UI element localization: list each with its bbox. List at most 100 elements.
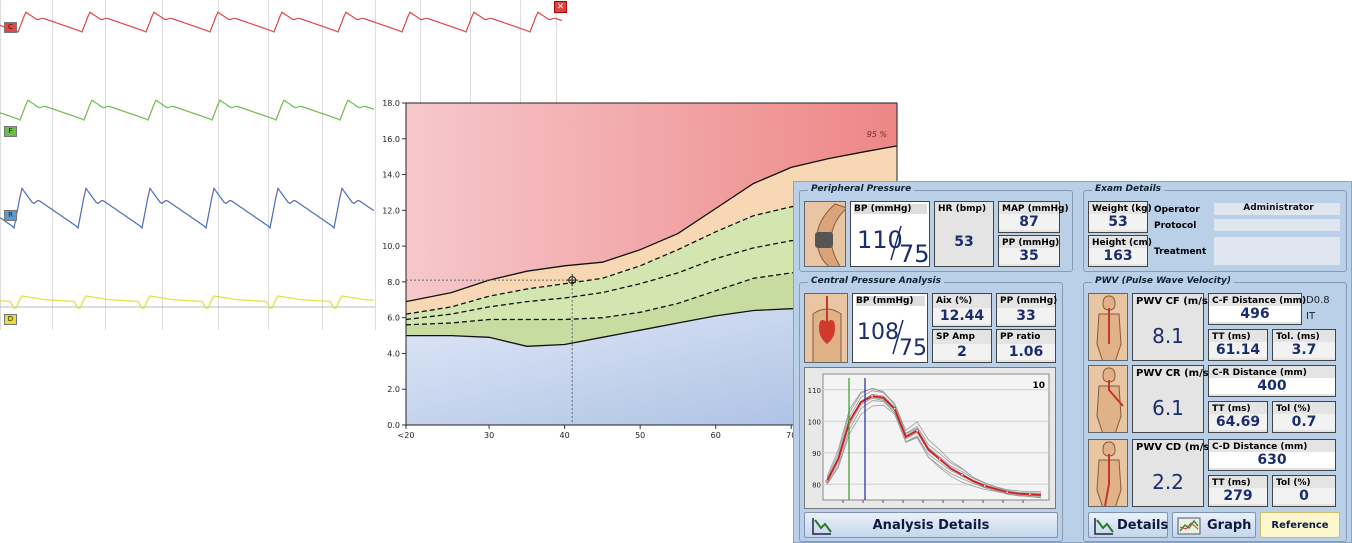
cr-tol-label: Tol (%): [1276, 404, 1311, 414]
central-waveform-svg: 110 100 90 80 10: [808, 373, 1050, 503]
details-chart-icon: [1094, 518, 1114, 535]
mini-mean-point: [1005, 490, 1009, 494]
cr-tt-value: 64.69: [1209, 414, 1267, 430]
analysis-panel: Peripheral Pressure BP (mmHg) 110 75 HR …: [793, 181, 1352, 543]
cf-distance-box: C-F Distance (mm) 496: [1208, 293, 1306, 325]
aix-label: Aix (%): [936, 296, 973, 306]
percentile-annotation: 95 %: [867, 130, 887, 139]
cr-tol-box: Tol (%) 0.7: [1272, 401, 1336, 433]
analysis-details-button[interactable]: Analysis Details: [804, 512, 1058, 538]
pwv-cf-label: PWV CF (m/s): [1136, 296, 1213, 307]
x-tick-label: 70: [786, 431, 796, 440]
zone-low: [406, 308, 897, 425]
pp-ratio-value: 1.06: [997, 344, 1055, 360]
cf-side-d-label: D0.8: [1306, 295, 1330, 306]
zone-lower-normal: [406, 264, 897, 347]
mini-mean-point: [983, 484, 987, 488]
cd-distance-label: C-D Distance (mm): [1212, 442, 1308, 452]
exam-details-group: Exam Details Weight (kg) 53 Height (cm) …: [1083, 184, 1347, 272]
height-label: Height (cm): [1092, 238, 1152, 248]
close-icon[interactable]: ✕: [554, 1, 567, 13]
pwv-group: PWV (Pulse Wave Velocity) PWV CF (m/s) 8…: [1083, 276, 1347, 542]
band-upper-line: [405, 145, 898, 303]
zone-normal: [406, 196, 897, 325]
pwv-cr-label: PWV CR (m/s): [1136, 368, 1214, 379]
y-tick-label: 18.0: [382, 99, 400, 108]
cr-distance-box: C-R Distance (mm) 400: [1208, 365, 1336, 397]
protocol-value: [1214, 219, 1340, 231]
peripheral-bp-systolic: 110: [857, 226, 903, 254]
aix-box: Aix (%) 12.44: [932, 293, 992, 327]
treatment-value: [1214, 237, 1340, 265]
cf-distance-label: C-F Distance (mm): [1212, 296, 1307, 306]
map-value: 87: [999, 214, 1059, 230]
cd-tol-box: Tol (%) 0: [1272, 475, 1336, 507]
central-pressure-group: Central Pressure Analysis BP (mmHg) 108 …: [799, 276, 1063, 542]
body-figure-cf: [1088, 293, 1128, 361]
waveform-f: [0, 99, 375, 121]
y-tick-label: 8.0: [387, 278, 400, 287]
peripheral-pp-label: PP (mmHg): [1002, 238, 1060, 248]
mini-mean-point: [893, 407, 897, 411]
mini-mean-point: [825, 479, 829, 483]
hr-box: HR (bmp) 53: [934, 201, 994, 267]
body-figure-cr: [1088, 365, 1128, 433]
graph-button[interactable]: Graph: [1172, 512, 1256, 538]
treatment-label: Treatment: [1154, 247, 1207, 257]
mini-mean-point: [870, 394, 874, 398]
mini-mean-point: [938, 457, 942, 461]
operator-value: Administrator: [1214, 203, 1340, 215]
torso-heart-figure: [804, 293, 848, 363]
cf-tol-value: 3.7: [1273, 342, 1335, 358]
cf-tol-box: Tol. (ms) 3.7: [1272, 329, 1336, 361]
height-value: 163: [1089, 248, 1147, 264]
cf-tol-label: Tol. (ms): [1276, 332, 1320, 342]
central-pressure-title: Central Pressure Analysis: [808, 276, 945, 286]
pwv-cd-value: 2.2: [1152, 470, 1184, 494]
mini-count-label: 10: [1032, 381, 1045, 391]
height-box: Height (cm) 163: [1088, 235, 1152, 267]
peripheral-bp-label: BP (mmHg): [854, 204, 927, 214]
cd-distance-value: 630: [1209, 452, 1335, 468]
pwv-reference-chart: 0.0 2.0 4.0 6.0 8.0 10.0 12.0 14.0 16.0 18.0 <20 30…: [380, 95, 900, 443]
cf-tt-value: 61.14: [1209, 342, 1267, 358]
peripheral-bp-diastolic: 75: [899, 240, 930, 268]
reference-button[interactable]: Reference: [1260, 512, 1340, 538]
protocol-label: Protocol: [1154, 221, 1197, 231]
channel-badge-d: D: [4, 314, 17, 325]
mini-trace-sample: [826, 387, 1042, 494]
map-box: MAP (mmHg) 87: [998, 201, 1069, 233]
body-figure-cd: [1088, 439, 1128, 507]
cd-tol-value: 0: [1273, 488, 1335, 504]
x-tick-label: 60: [711, 431, 721, 440]
x-tick-label: <20: [398, 431, 415, 440]
waveform-c: [0, 11, 563, 33]
cd-tt-value: 279: [1209, 488, 1267, 504]
cf-distance-value: 496: [1209, 306, 1301, 322]
mini-trace-sample: [826, 397, 1042, 497]
cr-distance-value: 400: [1209, 378, 1335, 394]
arm-cuff-figure: [804, 201, 846, 267]
pwv-cr-box: PWV CR (m/s) 6.1: [1132, 365, 1213, 433]
pwv-cf-box: PWV CF (m/s) 8.1: [1132, 293, 1212, 361]
waveform-r: [0, 186, 375, 230]
central-bp-systolic: 108: [857, 320, 899, 345]
weight-box: Weight (kg) 53: [1088, 201, 1152, 233]
peripheral-pp-box: PP (mmHg) 35: [998, 235, 1060, 267]
pwv-cd-box: PWV CD (m/s) 2.2: [1132, 439, 1214, 507]
cr-tol-value: 0.7: [1273, 414, 1335, 430]
channel-badge-c: C: [4, 22, 17, 33]
x-tick-label: 40: [560, 431, 570, 440]
y-tick-label: 12.0: [382, 206, 400, 215]
map-label: MAP (mmHg): [1002, 204, 1069, 214]
pp-ratio-label: PP ratio: [1000, 332, 1041, 342]
central-bp-label: BP (mmHg): [856, 296, 925, 306]
analysis-details-label: Analysis Details: [872, 518, 990, 533]
waveform-d: [0, 295, 375, 309]
details-button[interactable]: Details: [1088, 512, 1168, 538]
y-tick-label: 2.0: [387, 385, 400, 394]
cr-tt-label: TT (ms): [1212, 404, 1251, 414]
x-tick-label: 50: [635, 431, 645, 440]
peripheral-bp-box: BP (mmHg) 110 75: [850, 201, 930, 268]
waveform-strip: ✕ C F R D: [0, 0, 568, 330]
